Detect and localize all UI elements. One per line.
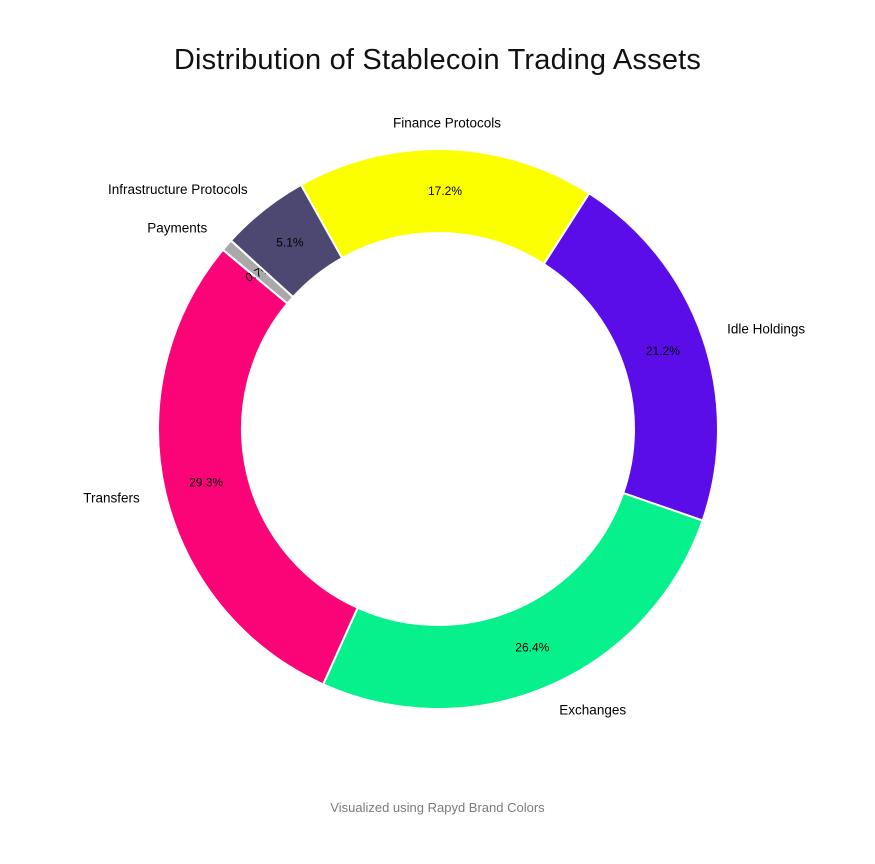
percent-label-idle-holdings: 21.2% <box>646 344 680 358</box>
category-label-infrastructure-protocols: Infrastructure Protocols <box>108 182 248 197</box>
percent-label-exchanges: 26.4% <box>515 641 549 655</box>
slice-idle-holdings[interactable] <box>542 192 719 522</box>
slice-infrastructure-protocols[interactable] <box>229 183 344 299</box>
category-label-finance-protocols: Finance Protocols <box>393 116 501 131</box>
percent-label-infrastructure-protocols: 5.1% <box>276 236 304 250</box>
category-label-transfers: Transfers <box>83 490 140 505</box>
category-label-exchanges: Exchanges <box>559 702 626 717</box>
chart-title: Distribution of Stablecoin Trading Asset… <box>173 44 702 76</box>
slice-transfers[interactable] <box>157 248 359 686</box>
chart-caption: Visualized using Rapyd Brand Colors <box>330 800 545 815</box>
category-label-payments: Payments <box>147 221 207 236</box>
slice-exchanges[interactable] <box>322 492 704 710</box>
category-label-idle-holdings: Idle Holdings <box>727 321 805 336</box>
percent-label-transfers: 29.3% <box>189 476 223 490</box>
slice-finance-protocols[interactable] <box>299 148 591 266</box>
percent-label-finance-protocols: 17.2% <box>428 184 462 198</box>
